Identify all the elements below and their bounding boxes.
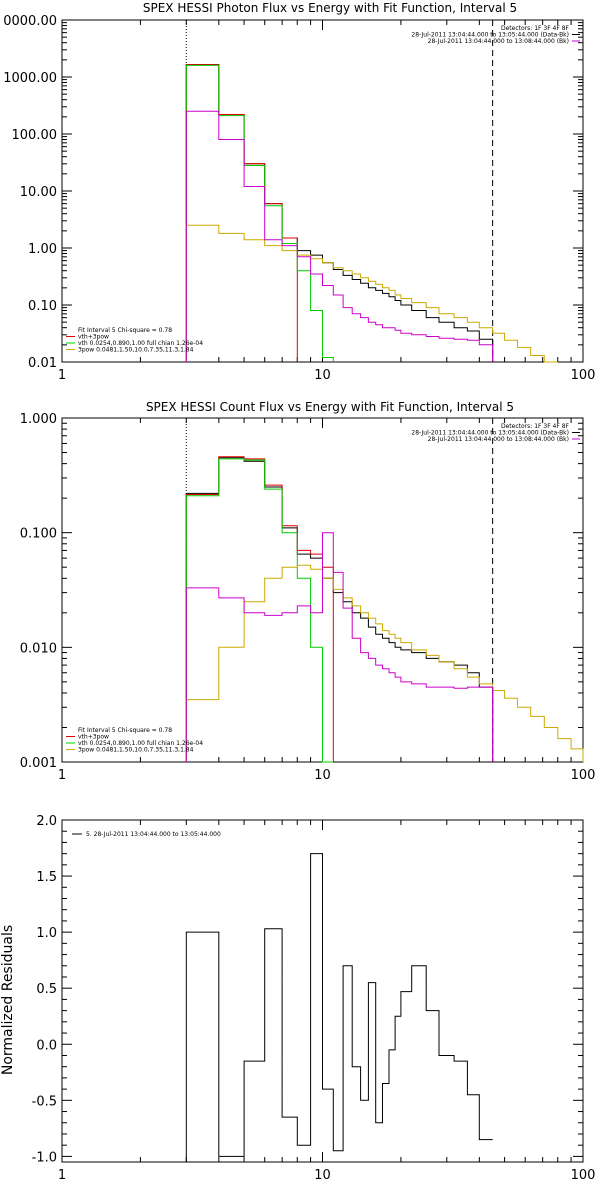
legend-text: Detectors: 1F 3F 4F 8F: [501, 423, 570, 430]
x-tick-label: 1: [58, 768, 66, 783]
photon-flux-panel: SPEX HESSI Photon Flux vs Energy with Fi…: [3, 1, 595, 383]
photon-flux-title: SPEX HESSI Photon Flux vs Energy with Fi…: [143, 1, 517, 15]
y-tick-label: 0.01: [28, 356, 57, 371]
legend-text: 28-Jul-2011 13:04:44.000 to 13:05:44.000…: [411, 430, 569, 437]
y-tick-label: 0.010: [20, 641, 57, 656]
y-tick-label: -1.0: [32, 1150, 57, 1165]
legend-text: 28-Jul-2011 13:04:44.000 to 13:08:44.000…: [428, 38, 569, 45]
y-tick-label: 1.000: [20, 412, 57, 427]
y-tick-label: 0.001: [20, 756, 57, 771]
x-tick-label: 1: [58, 368, 66, 383]
y-tick-label: -0.5: [32, 1094, 57, 1109]
series-line: [185, 110, 494, 362]
y-tick-label: 1.0: [36, 926, 57, 941]
legend-text: Detectors: 1F 3F 4F 8F: [501, 25, 570, 32]
x-tick-label: 10: [314, 1168, 331, 1183]
count-flux-title: SPEX HESSI Count Flux vs Energy with Fit…: [146, 400, 514, 414]
x-tick-label: 10: [314, 768, 331, 783]
x-tick-label: 10: [314, 368, 331, 383]
series-line: [185, 64, 298, 362]
series-line: [185, 853, 493, 1162]
series-line: [185, 532, 494, 762]
y-tick-label: 2.0: [36, 814, 57, 829]
y-tick-label: 100.00: [12, 128, 58, 143]
series-line: [185, 64, 494, 362]
legend-text: vth 0.0254,0.890,1.00 full chian 1.26e-0…: [78, 340, 203, 347]
y-tick-label: 0.100: [20, 527, 57, 542]
x-tick-label: 100: [571, 768, 596, 783]
legend-text: Fit Interval 5 Chi-square = 0.78: [78, 727, 172, 734]
residuals-panel: Normalized Residuals 1 10 100 -1.0 -0.5 0.0 0.…: [0, 814, 595, 1183]
legend-text: 28-Jul-2011 13:04:44.000 to 13:05:44.000…: [411, 32, 569, 39]
legend-text: 28-Jul-2011 13:04:44.000 to 13:08:44.000…: [428, 436, 569, 443]
x-tick-label: 1: [58, 1168, 66, 1183]
y-tick-label: 0.10: [28, 299, 57, 314]
x-tick-label: 100: [571, 1168, 596, 1183]
legend-text: 3pow 0.0481,1.50,10.0,7.35,11.3,1.84: [78, 347, 194, 354]
y-tick-label: 1.5: [36, 870, 57, 885]
legend-text: vth 0.0254,0.890,1.00 full chian 1.26e-0…: [78, 740, 203, 747]
x-tick-label: 100: [571, 368, 596, 383]
legend-text: 3pow 0.0481,1.50,10.0,7.35,11.3,1.84: [78, 747, 194, 754]
legend-text: 5. 28-Jul-2011 13:04:44.000 to 13:05:44.…: [86, 831, 221, 838]
legend-text: vth+3pow: [78, 334, 109, 341]
series-line: [185, 457, 494, 762]
series-line: [185, 456, 334, 762]
count-flux-panel: SPEX HESSI Count Flux vs Energy with Fit…: [20, 400, 596, 783]
y-tick-label: 1000.00: [3, 71, 57, 86]
y-tick-label: 0.5: [36, 982, 57, 997]
legend-text: vth+3pow: [78, 734, 109, 741]
series-line: [185, 64, 334, 362]
series-line: [185, 224, 558, 363]
y-tick-label: 0.0: [36, 1038, 57, 1053]
series-line: [185, 458, 334, 763]
y-tick-label: 10.00: [20, 185, 57, 200]
legend-text: Fit Interval 5 Chi-square = 0.78: [78, 327, 172, 334]
series-line: [185, 564, 584, 762]
y-tick-label: 1.00: [28, 242, 57, 257]
residuals-y-label: Normalized Residuals: [0, 925, 16, 1075]
y-tick-label: 0000.00: [3, 14, 57, 29]
